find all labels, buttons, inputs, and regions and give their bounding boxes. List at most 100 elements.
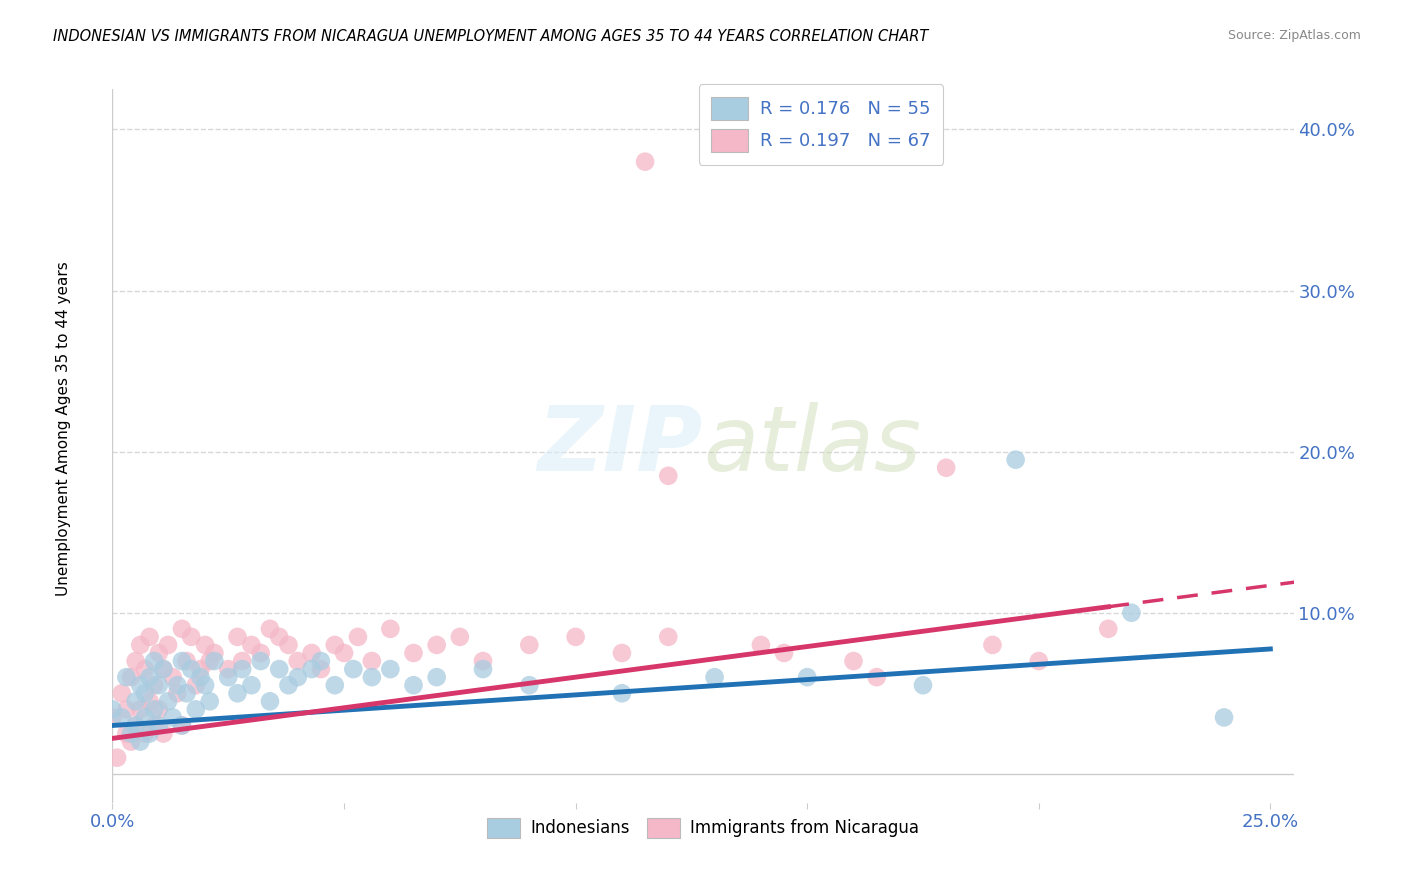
Point xyxy=(610,646,633,660)
Point xyxy=(170,718,193,732)
Point xyxy=(190,662,212,676)
Point xyxy=(610,686,633,700)
Point xyxy=(152,662,174,676)
Point xyxy=(380,622,402,636)
Point xyxy=(101,702,124,716)
Point xyxy=(143,718,166,732)
Point xyxy=(105,750,128,764)
Point xyxy=(115,702,138,716)
Point xyxy=(981,638,1004,652)
Text: Unemployment Among Ages 35 to 44 years: Unemployment Among Ages 35 to 44 years xyxy=(56,260,70,596)
Point xyxy=(472,654,495,668)
Point xyxy=(269,662,291,676)
Point xyxy=(517,638,540,652)
Point xyxy=(1004,452,1026,467)
Point xyxy=(148,646,170,660)
Point xyxy=(202,654,225,668)
Point xyxy=(115,726,138,740)
Point xyxy=(138,726,160,740)
Point xyxy=(101,710,124,724)
Point xyxy=(217,670,239,684)
Point xyxy=(911,678,934,692)
Point xyxy=(162,670,184,684)
Point xyxy=(157,694,180,708)
Point xyxy=(148,702,170,716)
Point xyxy=(194,638,217,652)
Point xyxy=(170,654,193,668)
Text: atlas: atlas xyxy=(703,402,921,490)
Point xyxy=(426,638,449,652)
Point xyxy=(287,670,309,684)
Point xyxy=(111,686,134,700)
Point xyxy=(269,630,291,644)
Point xyxy=(259,694,281,708)
Point xyxy=(202,646,225,660)
Point xyxy=(333,646,356,660)
Point xyxy=(129,734,152,748)
Point xyxy=(120,670,142,684)
Point xyxy=(162,710,184,724)
Point xyxy=(472,662,495,676)
Point xyxy=(180,662,202,676)
Point xyxy=(287,654,309,668)
Point xyxy=(138,630,160,644)
Point xyxy=(120,726,142,740)
Point xyxy=(360,670,382,684)
Point xyxy=(249,646,271,660)
Point xyxy=(148,718,170,732)
Point xyxy=(134,662,156,676)
Point xyxy=(323,678,346,692)
Point xyxy=(138,670,160,684)
Point xyxy=(773,646,796,660)
Point xyxy=(380,662,402,676)
Point xyxy=(152,662,174,676)
Point xyxy=(231,662,253,676)
Point xyxy=(152,726,174,740)
Point xyxy=(124,718,146,732)
Point xyxy=(143,654,166,668)
Point xyxy=(402,646,425,660)
Point xyxy=(749,638,772,652)
Point xyxy=(866,670,889,684)
Point xyxy=(124,718,146,732)
Point xyxy=(148,678,170,692)
Point xyxy=(360,654,382,668)
Point xyxy=(796,670,818,684)
Point xyxy=(301,646,323,660)
Point xyxy=(111,710,134,724)
Point xyxy=(703,670,725,684)
Point xyxy=(180,630,202,644)
Text: Source: ZipAtlas.com: Source: ZipAtlas.com xyxy=(1227,29,1361,42)
Point xyxy=(249,654,271,668)
Point xyxy=(194,678,217,692)
Point xyxy=(134,710,156,724)
Point xyxy=(240,638,263,652)
Point xyxy=(129,678,152,692)
Point xyxy=(217,662,239,676)
Point xyxy=(184,702,207,716)
Point xyxy=(277,678,299,692)
Point xyxy=(240,678,263,692)
Point xyxy=(157,638,180,652)
Point xyxy=(259,622,281,636)
Point xyxy=(426,670,449,684)
Point xyxy=(190,670,212,684)
Point xyxy=(564,630,586,644)
Point xyxy=(231,654,253,668)
Point xyxy=(124,694,146,708)
Point xyxy=(134,726,156,740)
Point xyxy=(166,686,188,700)
Point xyxy=(301,662,323,676)
Point xyxy=(184,678,207,692)
Point xyxy=(198,654,221,668)
Point xyxy=(347,630,370,644)
Point xyxy=(176,686,198,700)
Text: ZIP: ZIP xyxy=(537,402,703,490)
Point xyxy=(1097,622,1119,636)
Point xyxy=(323,638,346,652)
Point xyxy=(1028,654,1050,668)
Point xyxy=(657,630,679,644)
Point xyxy=(115,670,138,684)
Point xyxy=(657,468,679,483)
Point xyxy=(138,694,160,708)
